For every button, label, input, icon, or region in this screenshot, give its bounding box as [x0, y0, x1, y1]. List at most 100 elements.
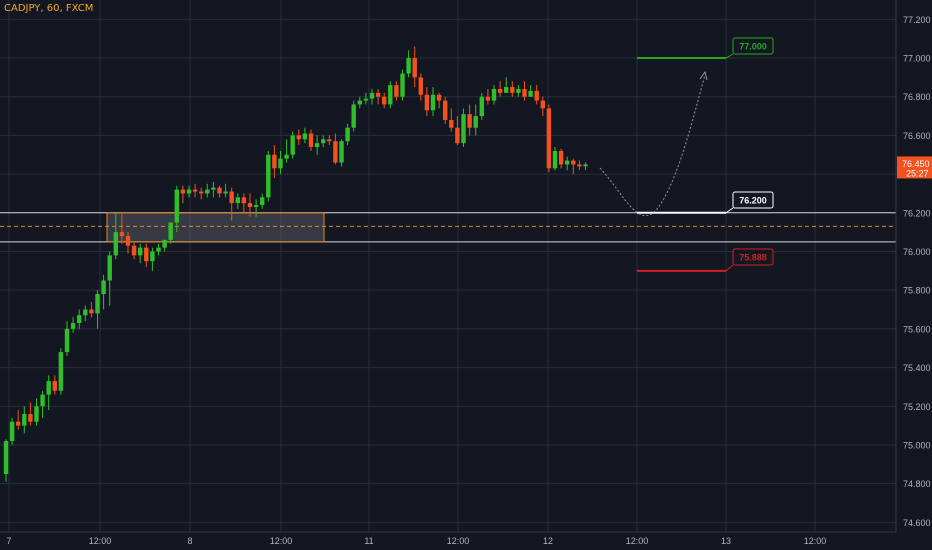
candle-body: [375, 92, 381, 97]
candle-body: [211, 187, 216, 190]
candle-body: [406, 58, 411, 74]
candle-body: [571, 160, 576, 165]
current-price-value: 76.450: [902, 159, 930, 169]
candle-body: [461, 114, 466, 144]
candle-body: [101, 280, 106, 295]
candle-body: [308, 133, 314, 148]
demand-zone[interactable]: [0, 212, 896, 243]
entry-label-box[interactable]: [732, 191, 774, 209]
candle-body: [552, 150, 558, 169]
candle-body: [180, 189, 186, 194]
price-axis[interactable]: 74.600 74.800 75.000 75.200 75.400 75.600 75.8…: [895, 0, 932, 532]
candle-body: [418, 77, 423, 95]
y-tick-label: 76.200: [903, 208, 931, 218]
candle-body: [205, 189, 210, 194]
candle-body: [174, 189, 179, 223]
candle-body: [22, 413, 27, 426]
candle-body: [9, 421, 15, 442]
candle-body: [491, 88, 497, 101]
zone-box[interactable]: [106, 212, 325, 243]
candle-body: [473, 116, 478, 128]
candle-body: [436, 94, 442, 101]
candle-body: [284, 154, 289, 159]
x-tick-label: 8: [187, 536, 192, 546]
candle-body: [510, 87, 515, 93]
candle-body: [369, 92, 375, 99]
current-price-tag: [897, 156, 932, 179]
candle-body: [40, 394, 45, 407]
candle-body: [424, 94, 430, 111]
candle-body: [522, 88, 527, 97]
x-tick-label: 12:00: [89, 536, 112, 546]
drawings[interactable]: 77.000 76.200 75.888: [599, 37, 774, 272]
candle-body: [199, 191, 204, 194]
entry-pointer: [725, 207, 734, 214]
y-tick-label: 77.000: [903, 54, 931, 64]
candle-body: [144, 247, 149, 262]
candle-body: [485, 96, 491, 101]
y-tick-label: 75.600: [903, 324, 931, 334]
candle-body: [89, 309, 94, 314]
candle-body: [28, 413, 33, 422]
candle-body: [77, 315, 82, 324]
candle-body: [534, 90, 539, 101]
time-axis[interactable]: 7 12:00 8 12:00 11 12:00 12 12:00 13 12:00: [0, 531, 896, 546]
candle-body: [70, 323, 76, 329]
candle-body: [46, 381, 51, 395]
candle-body: [290, 135, 295, 155]
y-tick-label: 74.800: [903, 479, 931, 489]
candle-body: [247, 203, 253, 207]
candle-body: [314, 143, 320, 148]
x-tick-label: 12:00: [447, 536, 470, 546]
candle-body: [540, 100, 545, 109]
candle-body: [278, 158, 283, 169]
candle-body: [333, 141, 338, 163]
candle-body: [497, 88, 503, 93]
symbol-title: CADJPY, 60, FXCM: [4, 3, 94, 14]
y-tick-label: 76.600: [903, 131, 931, 141]
stop-label-box[interactable]: [732, 248, 774, 266]
candle-body: [528, 90, 533, 97]
candle-body: [339, 141, 344, 163]
x-tick-label: 12:00: [804, 536, 827, 546]
candle-body: [266, 154, 271, 198]
candle-body: [113, 232, 118, 256]
candle-body: [382, 96, 387, 105]
candle-body: [52, 381, 57, 391]
candle-body: [412, 58, 417, 78]
candle-body: [321, 139, 326, 144]
candle-body: [186, 189, 192, 194]
candle-body: [64, 328, 70, 353]
candle-body: [3, 441, 9, 474]
x-tick-label: 12: [543, 536, 553, 546]
candle-body: [138, 247, 143, 256]
candle-body: [430, 94, 436, 111]
candle-body: [229, 191, 234, 204]
candle-body: [131, 245, 137, 256]
y-tick-label: 77.200: [903, 15, 931, 25]
target-pointer: [725, 53, 734, 59]
candle-body: [400, 73, 405, 97]
x-tick-label: 7: [6, 536, 11, 546]
candle-body: [162, 239, 167, 248]
candle-body: [363, 98, 369, 101]
candle-body: [296, 135, 301, 140]
candle-body: [107, 255, 112, 281]
candle-body: [546, 108, 552, 169]
current-price-countdown: 25:27: [906, 168, 929, 178]
candle-body: [217, 187, 222, 194]
candle-body: [34, 406, 39, 422]
candle-body: [504, 87, 509, 93]
y-tick-label: 76.000: [903, 247, 931, 257]
y-tick-label: 75.400: [903, 363, 931, 373]
projection-arrow-icon: [699, 70, 708, 81]
candle-body: [156, 247, 161, 252]
candle-body: [83, 309, 88, 316]
projection-curve[interactable]: [599, 74, 706, 217]
target-label-box[interactable]: [732, 37, 774, 55]
candle-body: [516, 88, 521, 93]
candle-body: [479, 96, 484, 117]
candle-body: [351, 104, 356, 128]
